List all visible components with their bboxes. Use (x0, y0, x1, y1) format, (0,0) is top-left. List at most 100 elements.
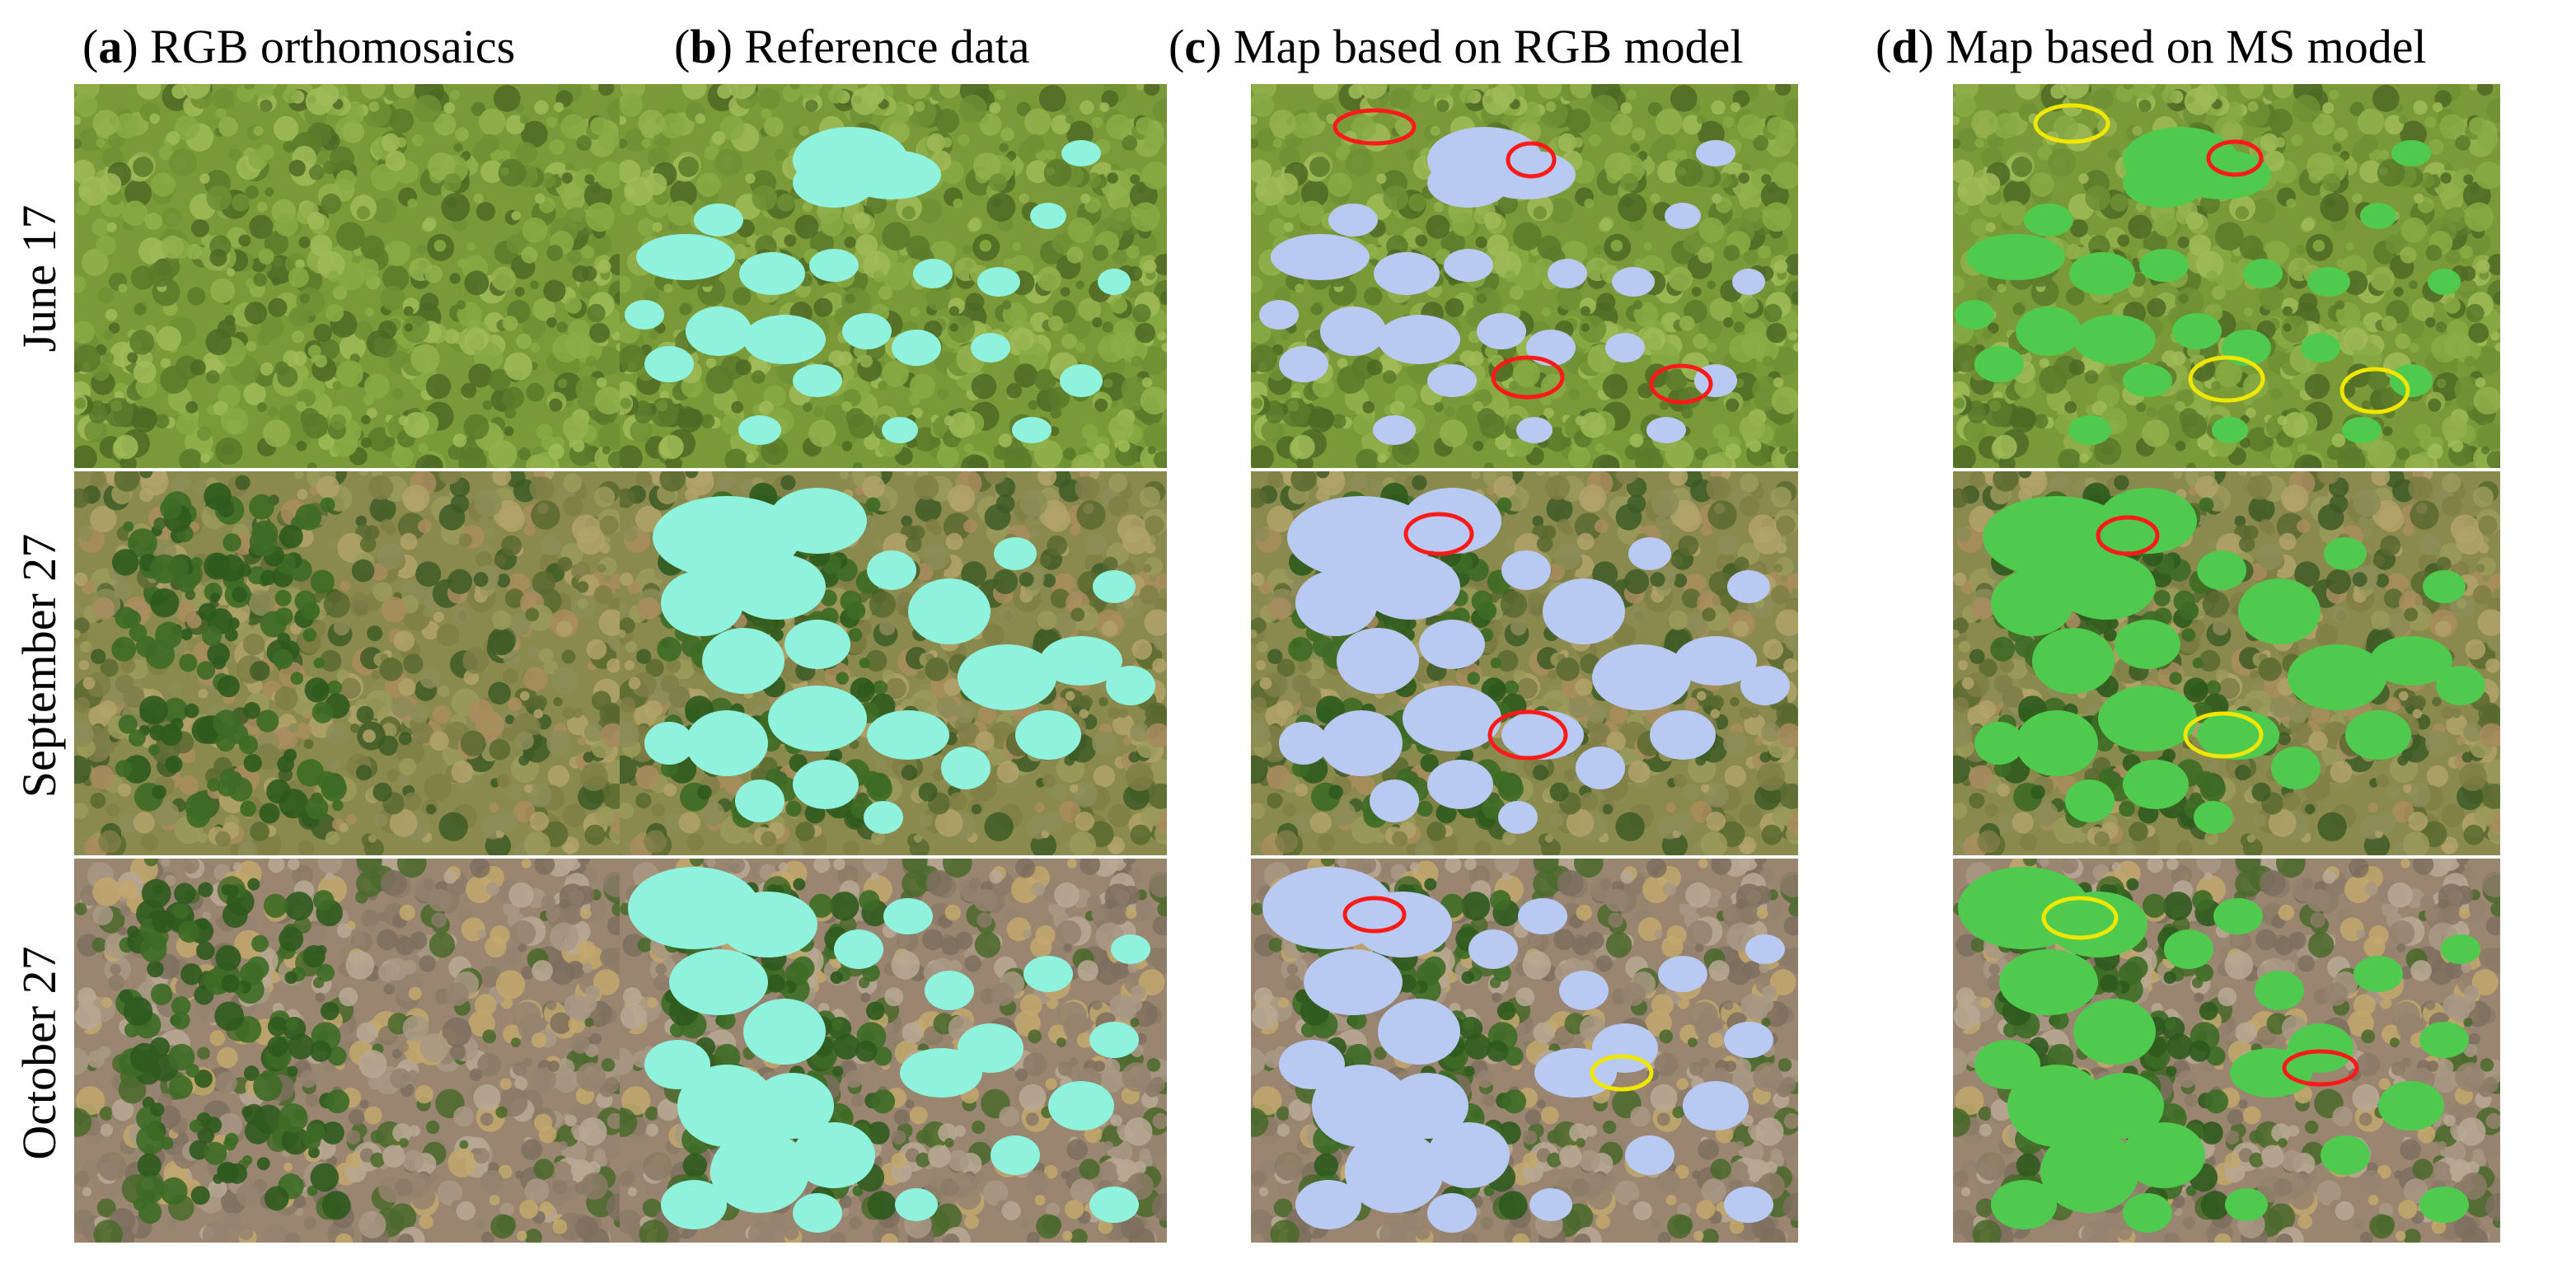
overlay-blob (2255, 971, 2304, 1010)
overlay-blob (1320, 307, 1386, 356)
panel-b-title-text: Reference data (744, 20, 1030, 73)
overlay-blob (2098, 686, 2197, 751)
overlay-blob (1427, 760, 1493, 809)
overlay-blob (1612, 267, 1655, 297)
overlay-blob (743, 999, 826, 1065)
overlay-blob (1745, 934, 1785, 964)
overlay-blob (867, 710, 949, 760)
overlay-blob (2243, 259, 2283, 288)
overlay-blob (1353, 892, 1452, 957)
overlay-blob (1378, 999, 1460, 1065)
overlay-blob (2271, 747, 2321, 789)
overlay-blob (2423, 570, 2466, 603)
panel-d-letter: d (1891, 20, 1918, 73)
overlay-blob (1518, 898, 1567, 934)
overlay-blob (2230, 1048, 2312, 1098)
overlay-blob (1543, 578, 1625, 644)
panel-d-title-text: Map based on MS model (1946, 20, 2427, 73)
panel-c-october (1251, 859, 1798, 1243)
overlay-blob (2378, 1081, 2444, 1131)
overlay-blob (793, 1193, 842, 1233)
panel-c-september (1251, 471, 1798, 855)
panel-b-october (620, 859, 1167, 1243)
overlay-blob (1991, 1180, 2057, 1229)
overlay-blob (1048, 1081, 1114, 1131)
overlay-blob (2360, 203, 2396, 229)
overlay-blob (1444, 249, 1493, 282)
overlay-blob (1419, 620, 1485, 669)
overlay-blob (2123, 760, 2189, 809)
row-label-september: September 27 (12, 533, 66, 798)
panel-d-october (1953, 859, 2500, 1243)
classification-overlay (625, 127, 1131, 445)
overlay-blob (1106, 666, 1155, 705)
overlay-blob (1605, 333, 1645, 363)
overlay-blob (1295, 1180, 1361, 1229)
overlay-blob (1529, 1188, 1572, 1221)
overlay-blob (1534, 1048, 1617, 1098)
overlay-blob (1427, 158, 1510, 208)
panel-c-june (1251, 84, 1798, 468)
overlay-blob (2419, 1022, 2469, 1058)
overlay-blob (1403, 686, 1501, 751)
panel-d-title: (d) Map based on MS model (1876, 20, 2427, 73)
overlay-blob (2225, 1188, 2268, 1221)
overlay-blob (1023, 956, 1073, 992)
overlay-blob (1724, 1022, 1773, 1058)
overlay-blob (1089, 1187, 1139, 1223)
overlay-blob (1060, 364, 1103, 397)
overlay-blob (710, 1131, 809, 1213)
overlay-blob (2073, 315, 2156, 364)
overlay-blob (2342, 417, 2382, 443)
error-circle-yellow (2041, 896, 2119, 940)
overlay-blob (1727, 570, 1770, 603)
overlay-blob (2213, 898, 2263, 934)
overlay-blob (2391, 140, 2431, 166)
overlay-blob (2123, 1122, 2205, 1188)
panel-c-letter: c (1184, 20, 1206, 73)
overlay-blob (1295, 570, 1378, 636)
overlay-blob (2123, 364, 2172, 397)
overlay-blob (686, 307, 752, 356)
overlay-blob (842, 313, 892, 349)
overlay-blob (636, 234, 735, 280)
classification-overlay (1974, 488, 2485, 834)
overlay-blob (2016, 307, 2082, 356)
overlay-blob (925, 971, 974, 1010)
error-circle-red (1506, 141, 1557, 179)
overlay-blob (1098, 269, 1131, 295)
panel-b-letter: b (690, 20, 717, 73)
overlay-blob (1724, 1187, 1773, 1223)
overlay-blob (1361, 554, 1460, 620)
overlay-blob (644, 722, 694, 765)
overlay-blob (900, 1048, 982, 1098)
overlay-blob (1501, 710, 1584, 760)
overlay-blob (719, 892, 817, 957)
overlay-blob (2428, 269, 2461, 295)
canopy-texture (74, 471, 621, 855)
overlay-blob (958, 644, 1056, 710)
panel-d-september (1953, 471, 2500, 855)
overlay-blob (1111, 934, 1150, 964)
overlay-blob (1625, 1135, 1674, 1175)
overlay-blob (2288, 644, 2386, 710)
error-circle-yellow (2033, 103, 2110, 144)
overlay-blob (1279, 346, 1328, 382)
overlay-blob (2057, 554, 2156, 620)
overlay-blob (2024, 204, 2073, 236)
overlay-blob (1312, 1065, 1411, 1147)
overlay-blob (2436, 666, 2485, 705)
canopy-texture (74, 859, 621, 1243)
overlay-blob (892, 330, 941, 366)
panel-a-title: (a) RGB orthomosaics (82, 20, 516, 73)
panel-a-october (74, 859, 621, 1243)
overlay-blob (1650, 710, 1716, 760)
overlay-blob (1271, 234, 1370, 280)
classification-overlay (1279, 488, 1790, 834)
overlay-blob (738, 415, 781, 445)
overlay-blob (1592, 644, 1691, 710)
overlay-blob (1030, 203, 1066, 229)
overlay-blob (1548, 259, 1587, 288)
overlay-blob (1373, 415, 1416, 445)
classification-overlay (1262, 867, 1785, 1233)
